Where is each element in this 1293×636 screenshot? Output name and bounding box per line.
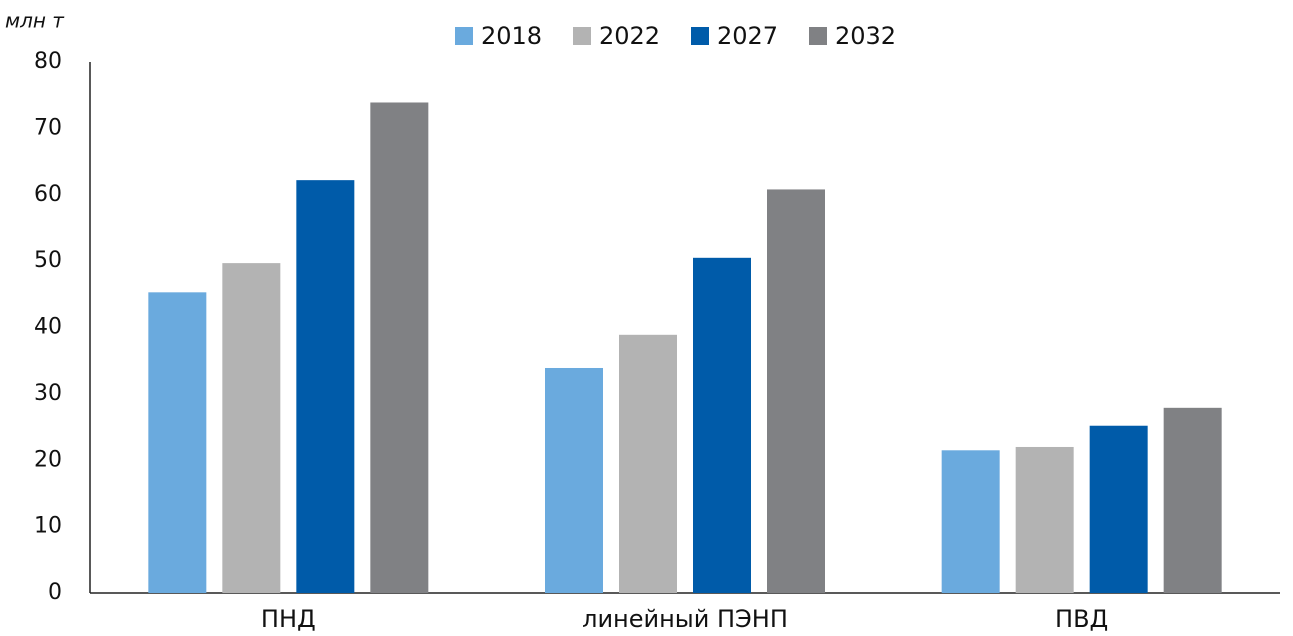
bar — [370, 102, 429, 594]
legend-swatch — [455, 27, 473, 45]
y-tick-label: 40 — [34, 315, 62, 340]
x-tick-label: ПНД — [261, 605, 316, 633]
y-axis-label: млн т — [5, 9, 65, 33]
y-tick-label: 50 — [34, 248, 62, 273]
legend-label: 2018 — [481, 22, 542, 50]
x-tick-label: ПВД — [1055, 605, 1108, 633]
bar — [941, 450, 1000, 593]
x-tick-label: линейный ПЭНП — [582, 605, 788, 633]
y-tick-label: 60 — [34, 182, 62, 207]
legend-label: 2022 — [599, 22, 660, 50]
bar — [148, 292, 207, 593]
bar — [693, 257, 751, 593]
y-tick-label: 0 — [48, 580, 62, 605]
y-tick-label: 30 — [34, 381, 62, 406]
bar — [222, 263, 281, 593]
bar — [1163, 407, 1222, 593]
legend-swatch — [809, 27, 827, 45]
legend-swatch — [573, 27, 591, 45]
y-tick-label: 80 — [34, 49, 62, 74]
legend-label: 2027 — [717, 22, 778, 50]
bar — [1015, 446, 1074, 593]
legend-label: 2032 — [835, 22, 896, 50]
y-tick-label: 10 — [34, 514, 62, 539]
bar — [545, 367, 603, 593]
legend-swatch — [691, 27, 709, 45]
y-tick-label: 70 — [34, 115, 62, 140]
y-tick-label: 20 — [34, 447, 62, 472]
bar — [767, 189, 825, 593]
bar — [296, 180, 355, 593]
bar — [619, 334, 677, 593]
bar — [1089, 425, 1148, 593]
